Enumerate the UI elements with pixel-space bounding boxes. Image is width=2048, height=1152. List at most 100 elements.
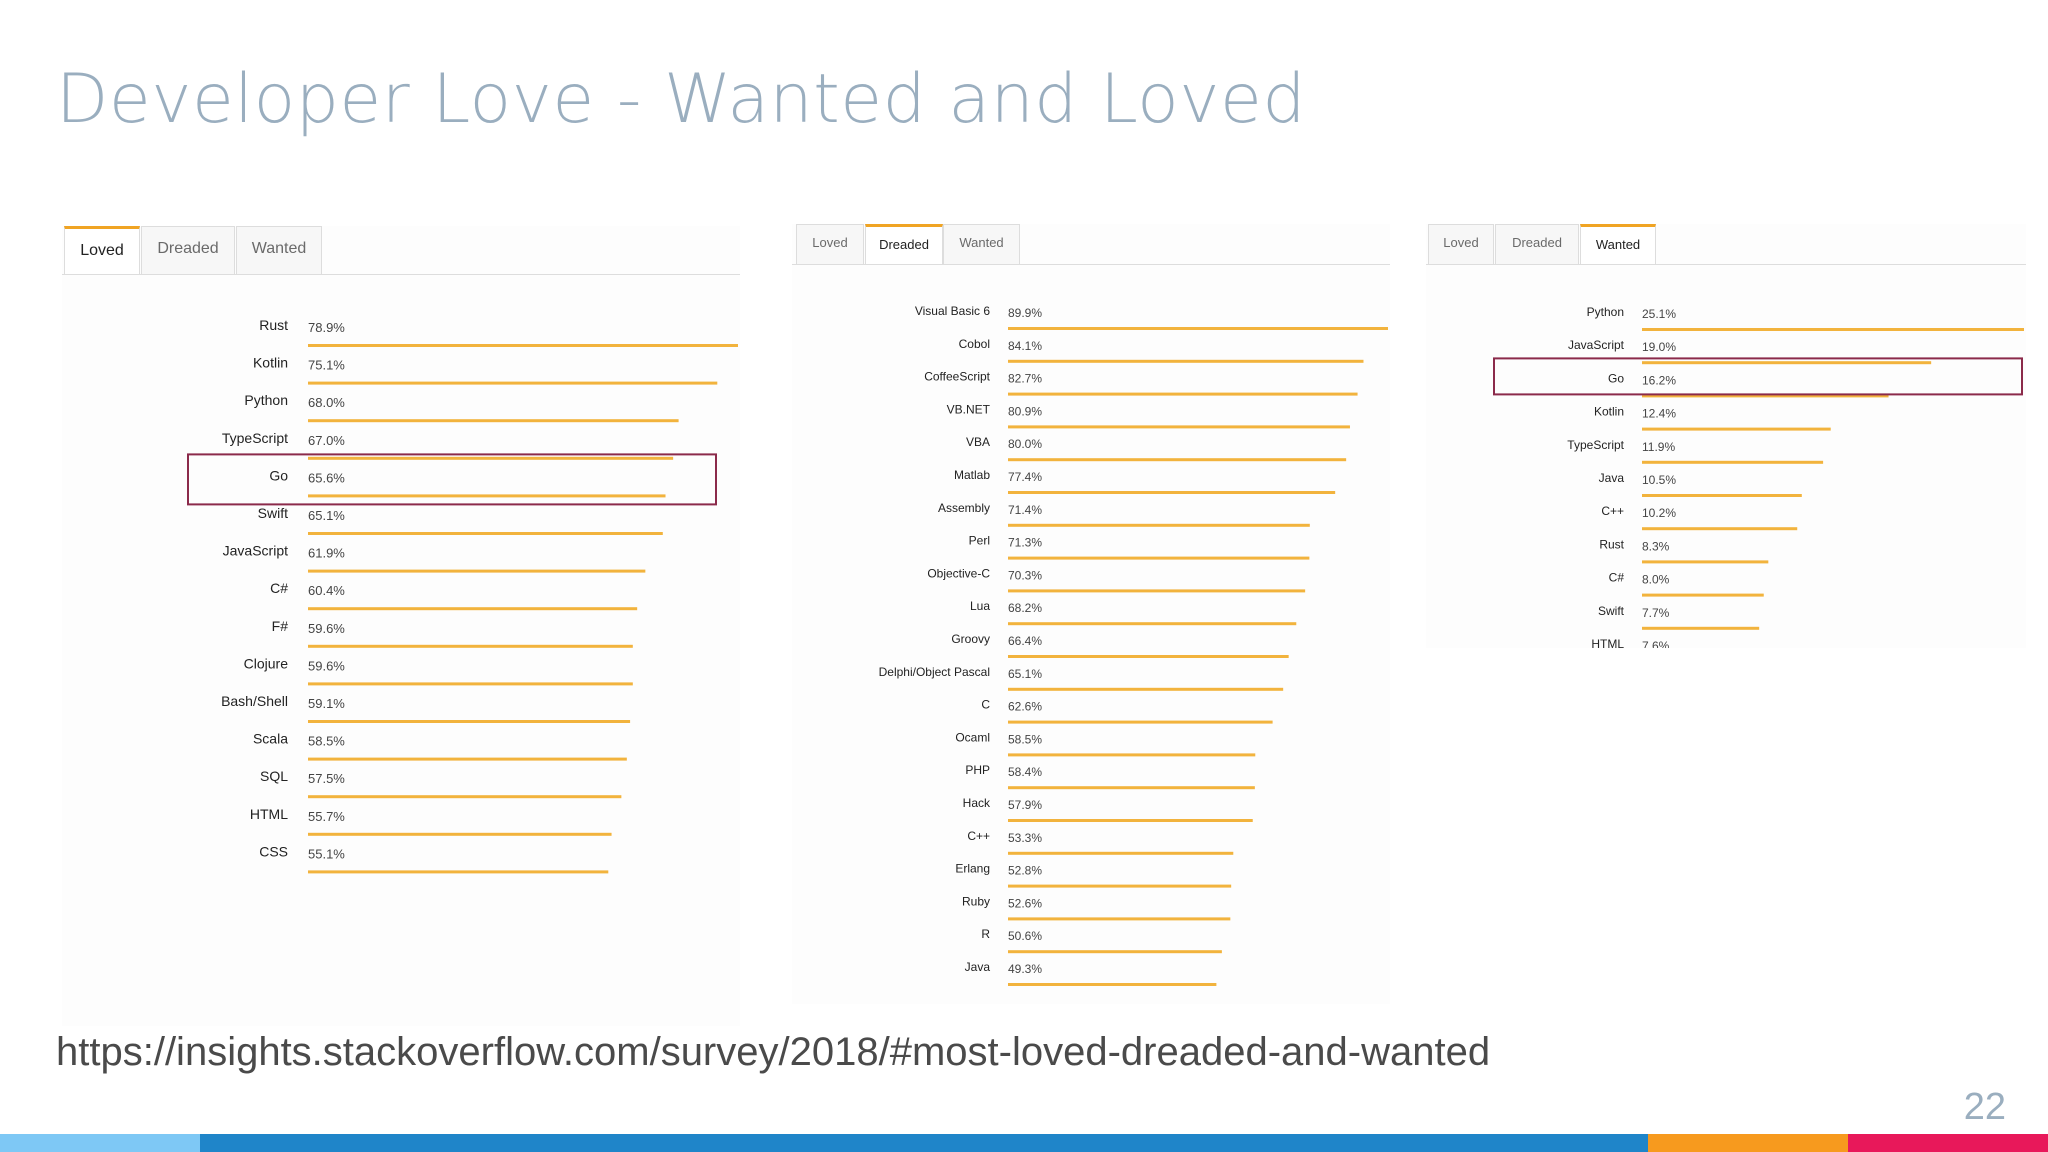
footer-segment (1648, 1134, 1848, 1152)
value-label: 67.0% (308, 433, 345, 448)
page-number: 22 (1963, 1086, 2006, 1128)
bar (1008, 655, 1289, 658)
loved-bar-chart: Rust 78.9% Kotlin 75.1% Python 68.0% TypeScrip… (187, 317, 738, 874)
category-label: Matlab (954, 468, 990, 482)
bar (1008, 523, 1310, 527)
bar (308, 419, 679, 423)
chart-tabs: Loved Dreaded Wanted (792, 224, 1390, 265)
bar (308, 494, 666, 498)
value-label: 65.1% (308, 508, 345, 523)
value-label: 8.0% (1642, 573, 1670, 587)
tab-wanted[interactable]: Wanted (1580, 224, 1656, 264)
bar (308, 720, 631, 723)
value-label: 70.3% (1008, 568, 1042, 582)
category-label: Ruby (962, 894, 990, 908)
bar (1008, 327, 1388, 330)
bar (308, 344, 738, 347)
bar (1642, 527, 1798, 531)
bar (1008, 491, 1336, 494)
source-link[interactable]: https://insights.stackoverflow.com/surve… (56, 1030, 1491, 1074)
tab-loved[interactable]: Loved (64, 226, 140, 274)
value-label: 8.3% (1642, 539, 1670, 553)
category-label: Cobol (959, 337, 990, 351)
category-label: Swift (258, 505, 288, 521)
value-label: 66.4% (1008, 634, 1042, 648)
value-label: 62.6% (1008, 700, 1042, 714)
value-label: 7.7% (1642, 606, 1670, 620)
value-label: 60.4% (308, 583, 345, 598)
tab-wanted[interactable]: Wanted (943, 224, 1020, 264)
value-label: 57.9% (1008, 798, 1042, 812)
category-label: Perl (969, 534, 990, 548)
value-label: 89.9% (1008, 306, 1042, 320)
bar (1642, 560, 1769, 564)
bar (1008, 589, 1306, 593)
value-label: 50.6% (1008, 929, 1042, 943)
value-label: 80.0% (1008, 437, 1042, 451)
bar (1008, 786, 1255, 790)
tab-loved[interactable]: Loved (1428, 224, 1494, 264)
category-label: Clojure (244, 655, 289, 671)
value-label: 25.1% (1642, 307, 1676, 321)
category-label: JavaScript (223, 543, 288, 559)
category-label: Python (244, 392, 288, 408)
value-label: 49.3% (1008, 962, 1042, 976)
category-label: Kotlin (1594, 405, 1624, 419)
bar (1642, 427, 1831, 431)
bar (308, 532, 663, 535)
value-label: 10.5% (1642, 473, 1676, 487)
category-label: F# (272, 618, 289, 634)
category-label: TypeScript (222, 430, 288, 446)
footer-color-bar (0, 1134, 2048, 1152)
value-label: 82.7% (1008, 372, 1042, 386)
category-label: Bash/Shell (221, 693, 288, 709)
bar (308, 644, 633, 648)
value-label: 55.1% (308, 846, 345, 861)
footer-segment (1848, 1134, 2048, 1152)
highlight-box (1493, 357, 2023, 396)
bar (308, 795, 622, 799)
footer-segment (0, 1134, 200, 1152)
value-label: 12.4% (1642, 407, 1676, 421)
bar (1008, 950, 1222, 954)
bar (1642, 394, 1889, 398)
bar (1642, 626, 1760, 630)
bar (308, 607, 638, 611)
bar (1008, 983, 1217, 986)
value-label: 10.2% (1642, 506, 1676, 520)
tab-loved[interactable]: Loved (796, 224, 864, 264)
bar (308, 456, 674, 460)
category-label: Java (965, 960, 991, 974)
tab-dreaded[interactable]: Dreaded (141, 226, 235, 274)
bar (1008, 425, 1350, 429)
value-label: 65.6% (308, 470, 345, 485)
value-label: 52.6% (1008, 896, 1042, 910)
category-label: Delphi/Object Pascal (879, 665, 990, 679)
tab-dreaded[interactable]: Dreaded (865, 224, 943, 264)
category-label: CSS (259, 843, 288, 859)
value-label: 80.9% (1008, 404, 1042, 418)
category-label: TypeScript (1567, 438, 1624, 452)
value-label: 59.6% (308, 621, 345, 636)
value-label: 59.6% (308, 658, 345, 673)
bar (1008, 687, 1284, 691)
category-label: Erlang (955, 862, 990, 876)
value-label: 58.4% (1008, 765, 1042, 779)
category-label: VB.NET (947, 402, 991, 416)
category-label: Visual Basic 6 (915, 304, 990, 318)
category-label: Go (1608, 371, 1624, 385)
category-label: JavaScript (1568, 338, 1625, 352)
value-label: 52.8% (1008, 864, 1042, 878)
value-label: 59.1% (308, 696, 345, 711)
tab-wanted[interactable]: Wanted (236, 226, 322, 274)
chart-tabs: Loved Dreaded Wanted (62, 226, 740, 275)
value-label: 58.5% (308, 734, 345, 749)
category-label: Lua (970, 599, 990, 613)
tab-dreaded[interactable]: Dreaded (1495, 224, 1579, 264)
highlight-box (187, 453, 717, 506)
bar (1642, 494, 1802, 497)
value-label: 78.9% (308, 320, 345, 335)
category-label: C# (270, 580, 288, 596)
bar (1008, 622, 1297, 626)
value-label: 61.9% (308, 546, 345, 561)
